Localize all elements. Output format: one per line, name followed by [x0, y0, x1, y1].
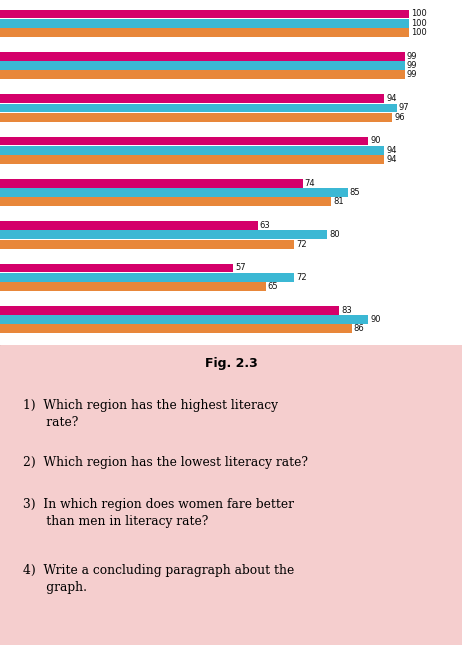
Bar [0, 113, 393, 122]
Text: 94: 94 [386, 94, 397, 103]
Text: 81: 81 [333, 197, 344, 206]
Bar [0, 273, 294, 282]
Bar [0, 137, 368, 145]
Text: 72: 72 [297, 273, 307, 282]
Bar [0, 52, 405, 61]
Bar [0, 221, 258, 230]
Text: 100: 100 [411, 10, 426, 19]
Legend: Total, Male, Female: Total, Male, Female [135, 382, 327, 402]
Text: 2)  Which region has the lowest literacy rate?: 2) Which region has the lowest literacy … [23, 456, 308, 469]
Bar [0, 146, 384, 155]
Text: 80: 80 [329, 230, 340, 239]
Text: 100: 100 [411, 28, 426, 37]
Text: 85: 85 [350, 188, 360, 197]
Text: 74: 74 [304, 179, 315, 188]
Bar [0, 230, 327, 239]
Text: 4)  Write a concluding paragraph about the
      graph.: 4) Write a concluding paragraph about th… [23, 564, 294, 594]
Bar [0, 28, 409, 37]
Text: 65: 65 [268, 282, 279, 291]
Text: 86: 86 [353, 324, 365, 333]
Text: 3)  In which region does women fare better
      than men in literacy rate?: 3) In which region does women fare bette… [23, 498, 294, 528]
Text: 1)  Which region has the highest literacy
      rate?: 1) Which region has the highest literacy… [23, 399, 278, 429]
Bar [0, 70, 405, 79]
Text: 90: 90 [370, 315, 381, 324]
Text: 63: 63 [260, 221, 270, 230]
Text: 99: 99 [407, 52, 417, 61]
Bar [0, 61, 405, 70]
Bar [0, 306, 340, 315]
Text: 99: 99 [407, 61, 417, 70]
Bar [0, 197, 331, 206]
Bar [0, 19, 409, 28]
Bar [0, 315, 368, 324]
Text: 94: 94 [386, 155, 397, 164]
Bar [0, 103, 396, 112]
Bar [0, 240, 294, 249]
Text: 99: 99 [407, 70, 417, 79]
Bar [0, 188, 347, 197]
Bar [0, 155, 384, 164]
Text: 57: 57 [235, 263, 246, 272]
Text: 96: 96 [395, 113, 405, 122]
Text: 90: 90 [370, 137, 381, 146]
Text: 72: 72 [297, 240, 307, 249]
Text: 97: 97 [399, 103, 409, 112]
Bar [0, 282, 266, 291]
Text: 94: 94 [386, 146, 397, 155]
Text: 83: 83 [341, 306, 352, 315]
Bar [0, 179, 303, 188]
Text: Fig. 2.3: Fig. 2.3 [205, 357, 257, 370]
Bar [0, 324, 352, 333]
Bar [0, 264, 233, 272]
Text: 100: 100 [411, 19, 426, 28]
Bar [0, 94, 384, 103]
Bar [0, 10, 409, 19]
